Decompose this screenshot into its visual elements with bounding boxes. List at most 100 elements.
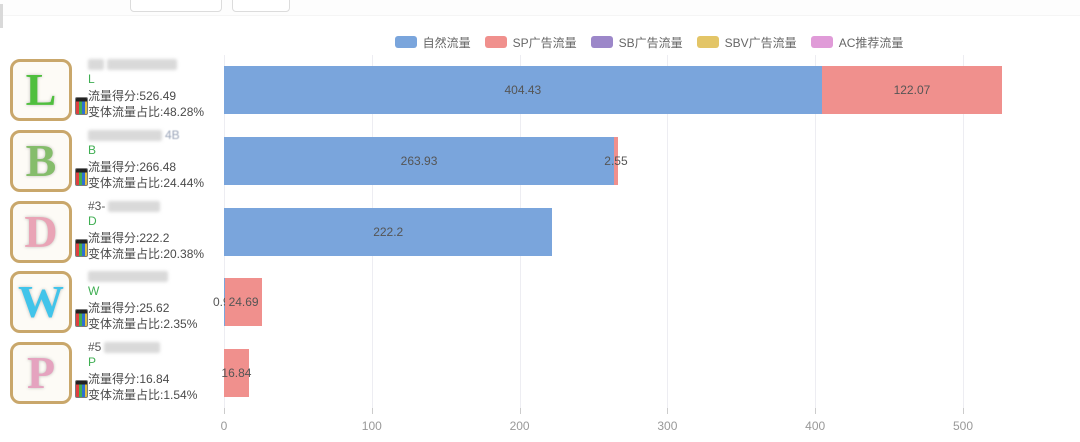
traffic-score-label: 流量得分:25.62 <box>88 301 170 316</box>
axis-tick <box>667 408 669 414</box>
x-axis-label-0: 0 <box>220 419 228 433</box>
toolbar-divider <box>0 15 1080 16</box>
gridline-400 <box>815 55 817 408</box>
axis-tick <box>815 408 817 414</box>
variant-letter-label: L <box>88 72 95 87</box>
product-row-B: B 4B B 流量得分:266.48 变体流量占比:24.44% <box>8 128 220 194</box>
axis-tick <box>963 408 964 414</box>
gridline-300 <box>667 55 669 408</box>
legend-label: AC推荐流量 <box>838 35 904 50</box>
variant-ratio-label: 变体流量占比:1.54% <box>88 387 198 402</box>
traffic-score-label: 流量得分:16.84 <box>88 371 170 386</box>
bar-value-label: 122.07 <box>893 83 931 98</box>
product-row-W: W W 流量得分:25.62 变体流量占比:2.35% <box>8 269 220 335</box>
variant-ratio-label: 变体流量占比:2.35% <box>88 317 198 332</box>
product-row-P: P #5 P 流量得分:16.84 变体流量占比:1.54% <box>8 340 220 406</box>
x-axis-label-100: 100 <box>361 419 382 433</box>
bar-row-B: 263.93 2.55 <box>224 136 628 185</box>
product-info: #5 P 流量得分:16.84 变体流量占比:1.54% <box>88 340 220 402</box>
redaction-blur <box>108 200 161 212</box>
x-axis-label-300: 300 <box>657 419 678 433</box>
traffic-bar-chart: 0 100 200 300 400 500 404.43 122.07 263.93 2.55 22… <box>213 55 1074 433</box>
bar-value-label: 404.43 <box>504 83 542 98</box>
bar-segment-W-SP广告流量[interactable]: 24.69 <box>225 278 262 327</box>
bar-segment-B-自然流量[interactable]: 263.93 <box>224 136 615 185</box>
x-axis-label-500: 500 <box>952 419 974 433</box>
legend-item-3[interactable]: SB广告流量 <box>590 34 683 51</box>
bar-value-label: 222.2 <box>373 224 404 239</box>
bar-value-label: 16.84 <box>221 365 252 380</box>
bar-segment-D-自然流量[interactable]: 222.2 <box>224 207 553 256</box>
variant-letter-label: B <box>88 142 97 157</box>
product-row-L: L L 流量得分:526.49 变体流量占比:48.28% <box>8 57 220 123</box>
redaction-blur <box>88 129 162 141</box>
legend-swatch-icon <box>810 36 833 48</box>
bar-value-label: 263.93 <box>400 153 438 168</box>
bar-row-L: 404.43 122.07 <box>224 66 1003 115</box>
product-letter-glyph: D <box>24 205 58 257</box>
product-id-redacted: 4B <box>88 128 220 143</box>
product-info: 4B B 流量得分:266.48 变体流量占比:24.44% <box>88 128 220 190</box>
product-letter-glyph: B <box>25 134 57 186</box>
gridline-500 <box>963 55 964 408</box>
product-image[interactable]: B <box>10 129 72 192</box>
chart-legend: 自然流量 SP广告流量 SB广告流量 SBV广告流量 AC推荐流量 <box>224 33 1074 51</box>
bar-segment-B-SP广告流量[interactable]: 2.55 <box>604 136 628 185</box>
toolbar-button-1[interactable] <box>130 0 222 12</box>
product-image[interactable]: W <box>10 271 72 334</box>
traffic-score-label: 流量得分:222.2 <box>88 230 170 245</box>
axis-tick <box>519 408 521 414</box>
legend-label: 自然流量 <box>422 35 471 50</box>
bar-value-label: 24.69 <box>228 295 259 310</box>
x-axis-label-200: 200 <box>509 419 530 433</box>
product-id-prefix: #3- <box>88 199 106 213</box>
variant-ratio-label: 变体流量占比:48.28% <box>88 105 205 120</box>
traffic-score-label: 流量得分:266.48 <box>88 159 177 174</box>
bar-segment-L-自然流量[interactable]: 404.43 <box>224 66 822 115</box>
product-id-redacted: #5 <box>88 340 220 355</box>
toolbar-strip <box>0 0 1080 15</box>
rgb-remote-icon <box>75 309 88 328</box>
product-id-suffix: 4B <box>165 128 180 143</box>
variant-ratio-label: 变体流量占比:24.44% <box>88 175 205 190</box>
legend-item-5[interactable]: AC推荐流量 <box>810 34 904 51</box>
product-letter-glyph: P <box>26 346 56 398</box>
rgb-remote-icon <box>75 167 88 186</box>
legend-label: SB广告流量 <box>618 35 683 50</box>
legend-item-4[interactable]: SBV广告流量 <box>696 34 797 51</box>
product-image[interactable]: D <box>10 200 72 263</box>
legend-item-1[interactable]: 自然流量 <box>394 34 471 51</box>
product-letter-glyph: W <box>18 276 64 328</box>
product-id-redacted <box>88 269 220 284</box>
product-info: #3- D 流量得分:222.2 变体流量占比:20.38% <box>88 199 220 261</box>
legend-swatch-icon <box>590 36 613 48</box>
product-image[interactable]: L <box>10 59 72 122</box>
scrollbar-fragment[interactable] <box>0 4 3 28</box>
redaction-blur <box>104 341 161 353</box>
product-info: L 流量得分:526.49 变体流量占比:48.28% <box>88 57 220 119</box>
product-letter-glyph: L <box>25 64 57 116</box>
legend-swatch-icon <box>394 36 417 48</box>
redaction-blur <box>88 59 104 71</box>
product-image[interactable]: P <box>10 341 72 404</box>
rgb-remote-icon <box>75 238 88 257</box>
legend-label: SBV广告流量 <box>724 35 797 50</box>
legend-label: SP广告流量 <box>512 35 577 50</box>
bar-segment-L-SP广告流量[interactable]: 122.07 <box>821 66 1003 115</box>
variant-ratio-label: 变体流量占比:20.38% <box>88 246 205 261</box>
x-axis-label-400: 400 <box>805 419 826 433</box>
rgb-remote-icon <box>75 379 88 398</box>
traffic-score-label: 流量得分:526.49 <box>88 89 177 104</box>
bar-row-D: 222.2 <box>224 207 553 256</box>
bar-segment-P-SP广告流量[interactable]: 16.84 <box>221 348 252 397</box>
toolbar-button-2[interactable] <box>232 0 290 12</box>
redaction-blur <box>88 271 168 283</box>
legend-swatch-icon <box>696 36 719 48</box>
variant-letter-label: D <box>88 213 97 228</box>
bar-row-W: 0.9324.69 <box>213 278 262 327</box>
product-info: W 流量得分:25.62 变体流量占比:2.35% <box>88 269 220 331</box>
rgb-remote-icon <box>75 97 88 116</box>
bar-row-P: 16.84 <box>221 348 252 397</box>
legend-item-2[interactable]: SP广告流量 <box>484 34 577 51</box>
